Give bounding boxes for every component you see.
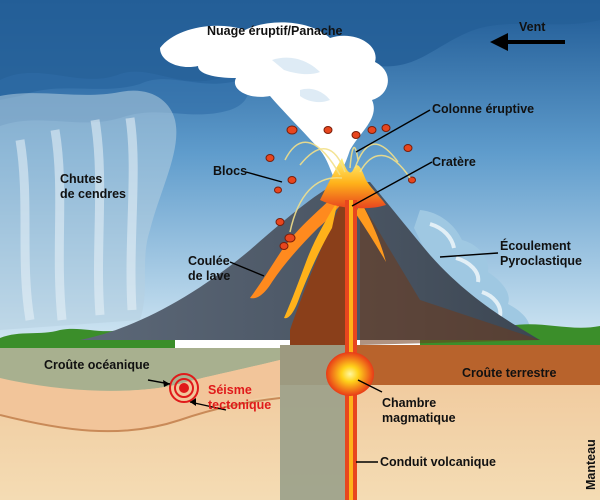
label-chambre-magmatique: Chambre magmatique [382, 396, 456, 425]
label-colonne-eruptive: Colonne éruptive [432, 102, 535, 116]
pyroclastic-flow [414, 210, 530, 332]
label-cratere: Cratère [432, 155, 476, 169]
eruptive-plume [160, 22, 388, 180]
leader-lines [147, 109, 499, 463]
label-croute-oceanique: Croûte océanique [44, 358, 150, 372]
wind-arrow [490, 33, 565, 51]
volcano-cutaway [290, 200, 345, 345]
label-coulee-de-lave: Coulée de lave [188, 254, 231, 283]
label-chutes-de-cendres: Chutes de cendres [60, 172, 127, 201]
volcanic-bombs [265, 124, 416, 250]
label-ecoulement-pyroclastique: Écoulement Pyroclastique [500, 239, 582, 268]
magma-chamber [326, 352, 374, 396]
oceanic-crust [0, 348, 280, 392]
label-manteau: Manteau [584, 439, 598, 490]
lava-flow [250, 190, 345, 299]
earthquake-symbol [169, 373, 199, 403]
label-croute-terrestre: Croûte terrestre [462, 366, 557, 380]
label-vent: Vent [519, 20, 546, 34]
label-conduit-volcanique: Conduit volcanique [380, 455, 496, 469]
label-nuage-eruptif: Nuage éruptif/Panache [207, 24, 343, 38]
label-seisme-tectonique: Séisme tectonique [208, 383, 272, 412]
label-blocs: Blocs [213, 164, 248, 178]
